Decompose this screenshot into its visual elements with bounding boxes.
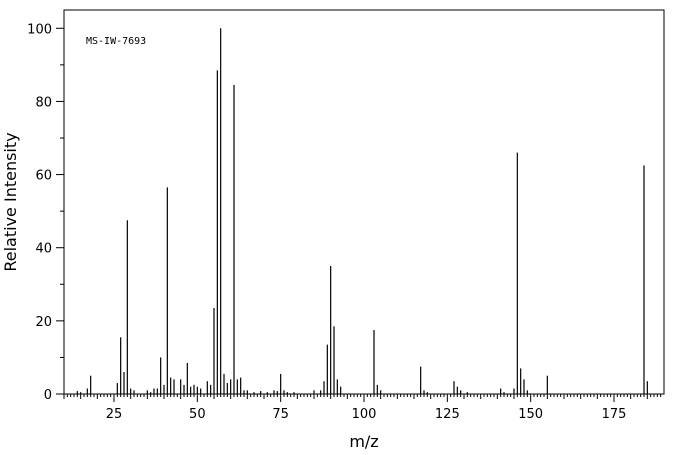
- x-tick-label: 100: [352, 407, 377, 422]
- x-tick-label: 50: [189, 407, 206, 422]
- minor-tick-group: [60, 64, 662, 399]
- x-tick-label: 175: [602, 407, 627, 422]
- y-tick-label: 20: [35, 315, 52, 330]
- y-tick-label: 60: [35, 169, 52, 184]
- y-tick-group: 0 20 40 60 80 100: [27, 22, 64, 403]
- plot-frame: [63, 9, 665, 395]
- x-axis-title: m/z: [349, 432, 378, 451]
- spectrum-id-label: MS-IW-7693: [86, 36, 146, 47]
- peak-group: [76, 28, 648, 394]
- y-tick-label: 40: [35, 242, 52, 257]
- x-tick-label: 150: [518, 407, 543, 422]
- x-tick-group: 25 50 75 100 125 150 175: [106, 394, 627, 422]
- y-tick-label: 80: [35, 95, 52, 110]
- y-tick-label: 0: [44, 388, 52, 403]
- x-tick-label: 125: [435, 407, 460, 422]
- y-axis-title: Relative Intensity: [1, 132, 20, 271]
- x-tick-label: 25: [106, 407, 123, 422]
- x-tick-label: 75: [272, 407, 289, 422]
- y-tick-label: 100: [27, 22, 52, 37]
